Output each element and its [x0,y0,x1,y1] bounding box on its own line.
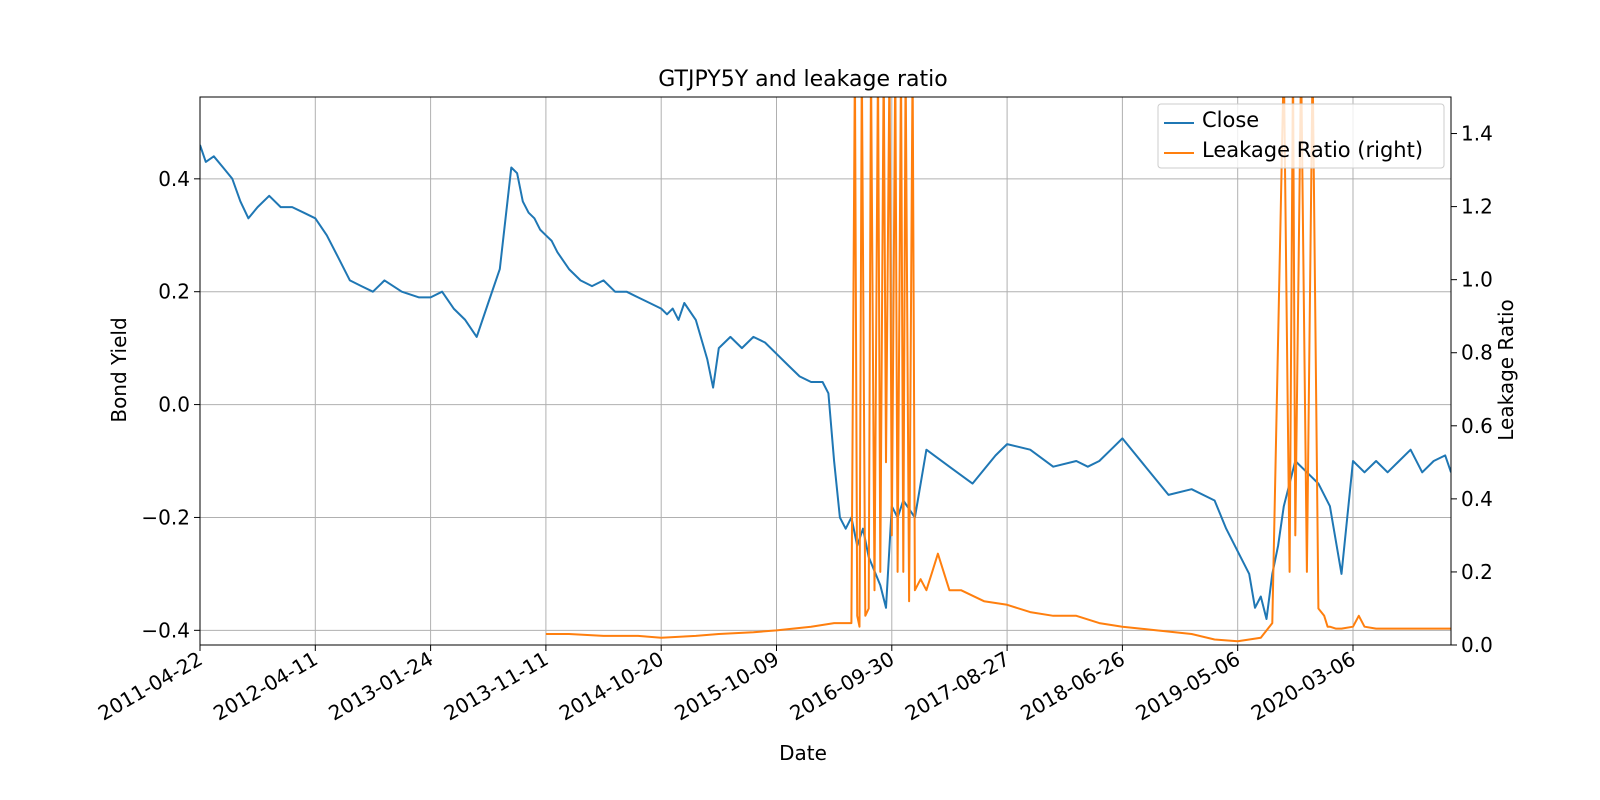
y-axis-title-right: Leakage Ratio [1494,299,1518,441]
y-tick-label-left: 0.4 [158,167,190,191]
y-tick-label-left: 0.2 [158,280,190,304]
y-tick-label-right: 1.4 [1461,122,1493,146]
y-tick-label-right: 1.2 [1461,195,1493,219]
legend: Close Leakage Ratio (right) [1157,103,1445,169]
y-tick-label-right: 0.4 [1461,487,1493,511]
y-tick-label-left: −0.4 [141,618,190,642]
grid-layer [199,97,1451,645]
y-tick-label-right: 0.6 [1461,414,1493,438]
y-tick-label-left: −0.2 [141,505,190,529]
y-axis-title-left: Bond Yield [107,317,131,422]
line-layer [200,97,1451,643]
y-tick-label-right: 0.8 [1461,341,1493,365]
legend-box [1157,103,1445,169]
legend-label-close: Close [1202,108,1259,132]
x-axis-title: Date [779,741,827,765]
chart-title: GTJPY5Y and leakage ratio [658,67,947,92]
series-line-close [200,144,1451,620]
series-line-leakage-ratio [545,97,1451,643]
y-tick-label-left: 0.0 [158,393,190,417]
y-tick-label-right: 0.0 [1461,633,1493,657]
y-tick-label-right: 1.0 [1461,268,1493,292]
legend-label-leakage: Leakage Ratio (right) [1202,138,1423,162]
plot-frame [199,96,1452,646]
y-tick-label-right: 0.2 [1461,560,1493,584]
